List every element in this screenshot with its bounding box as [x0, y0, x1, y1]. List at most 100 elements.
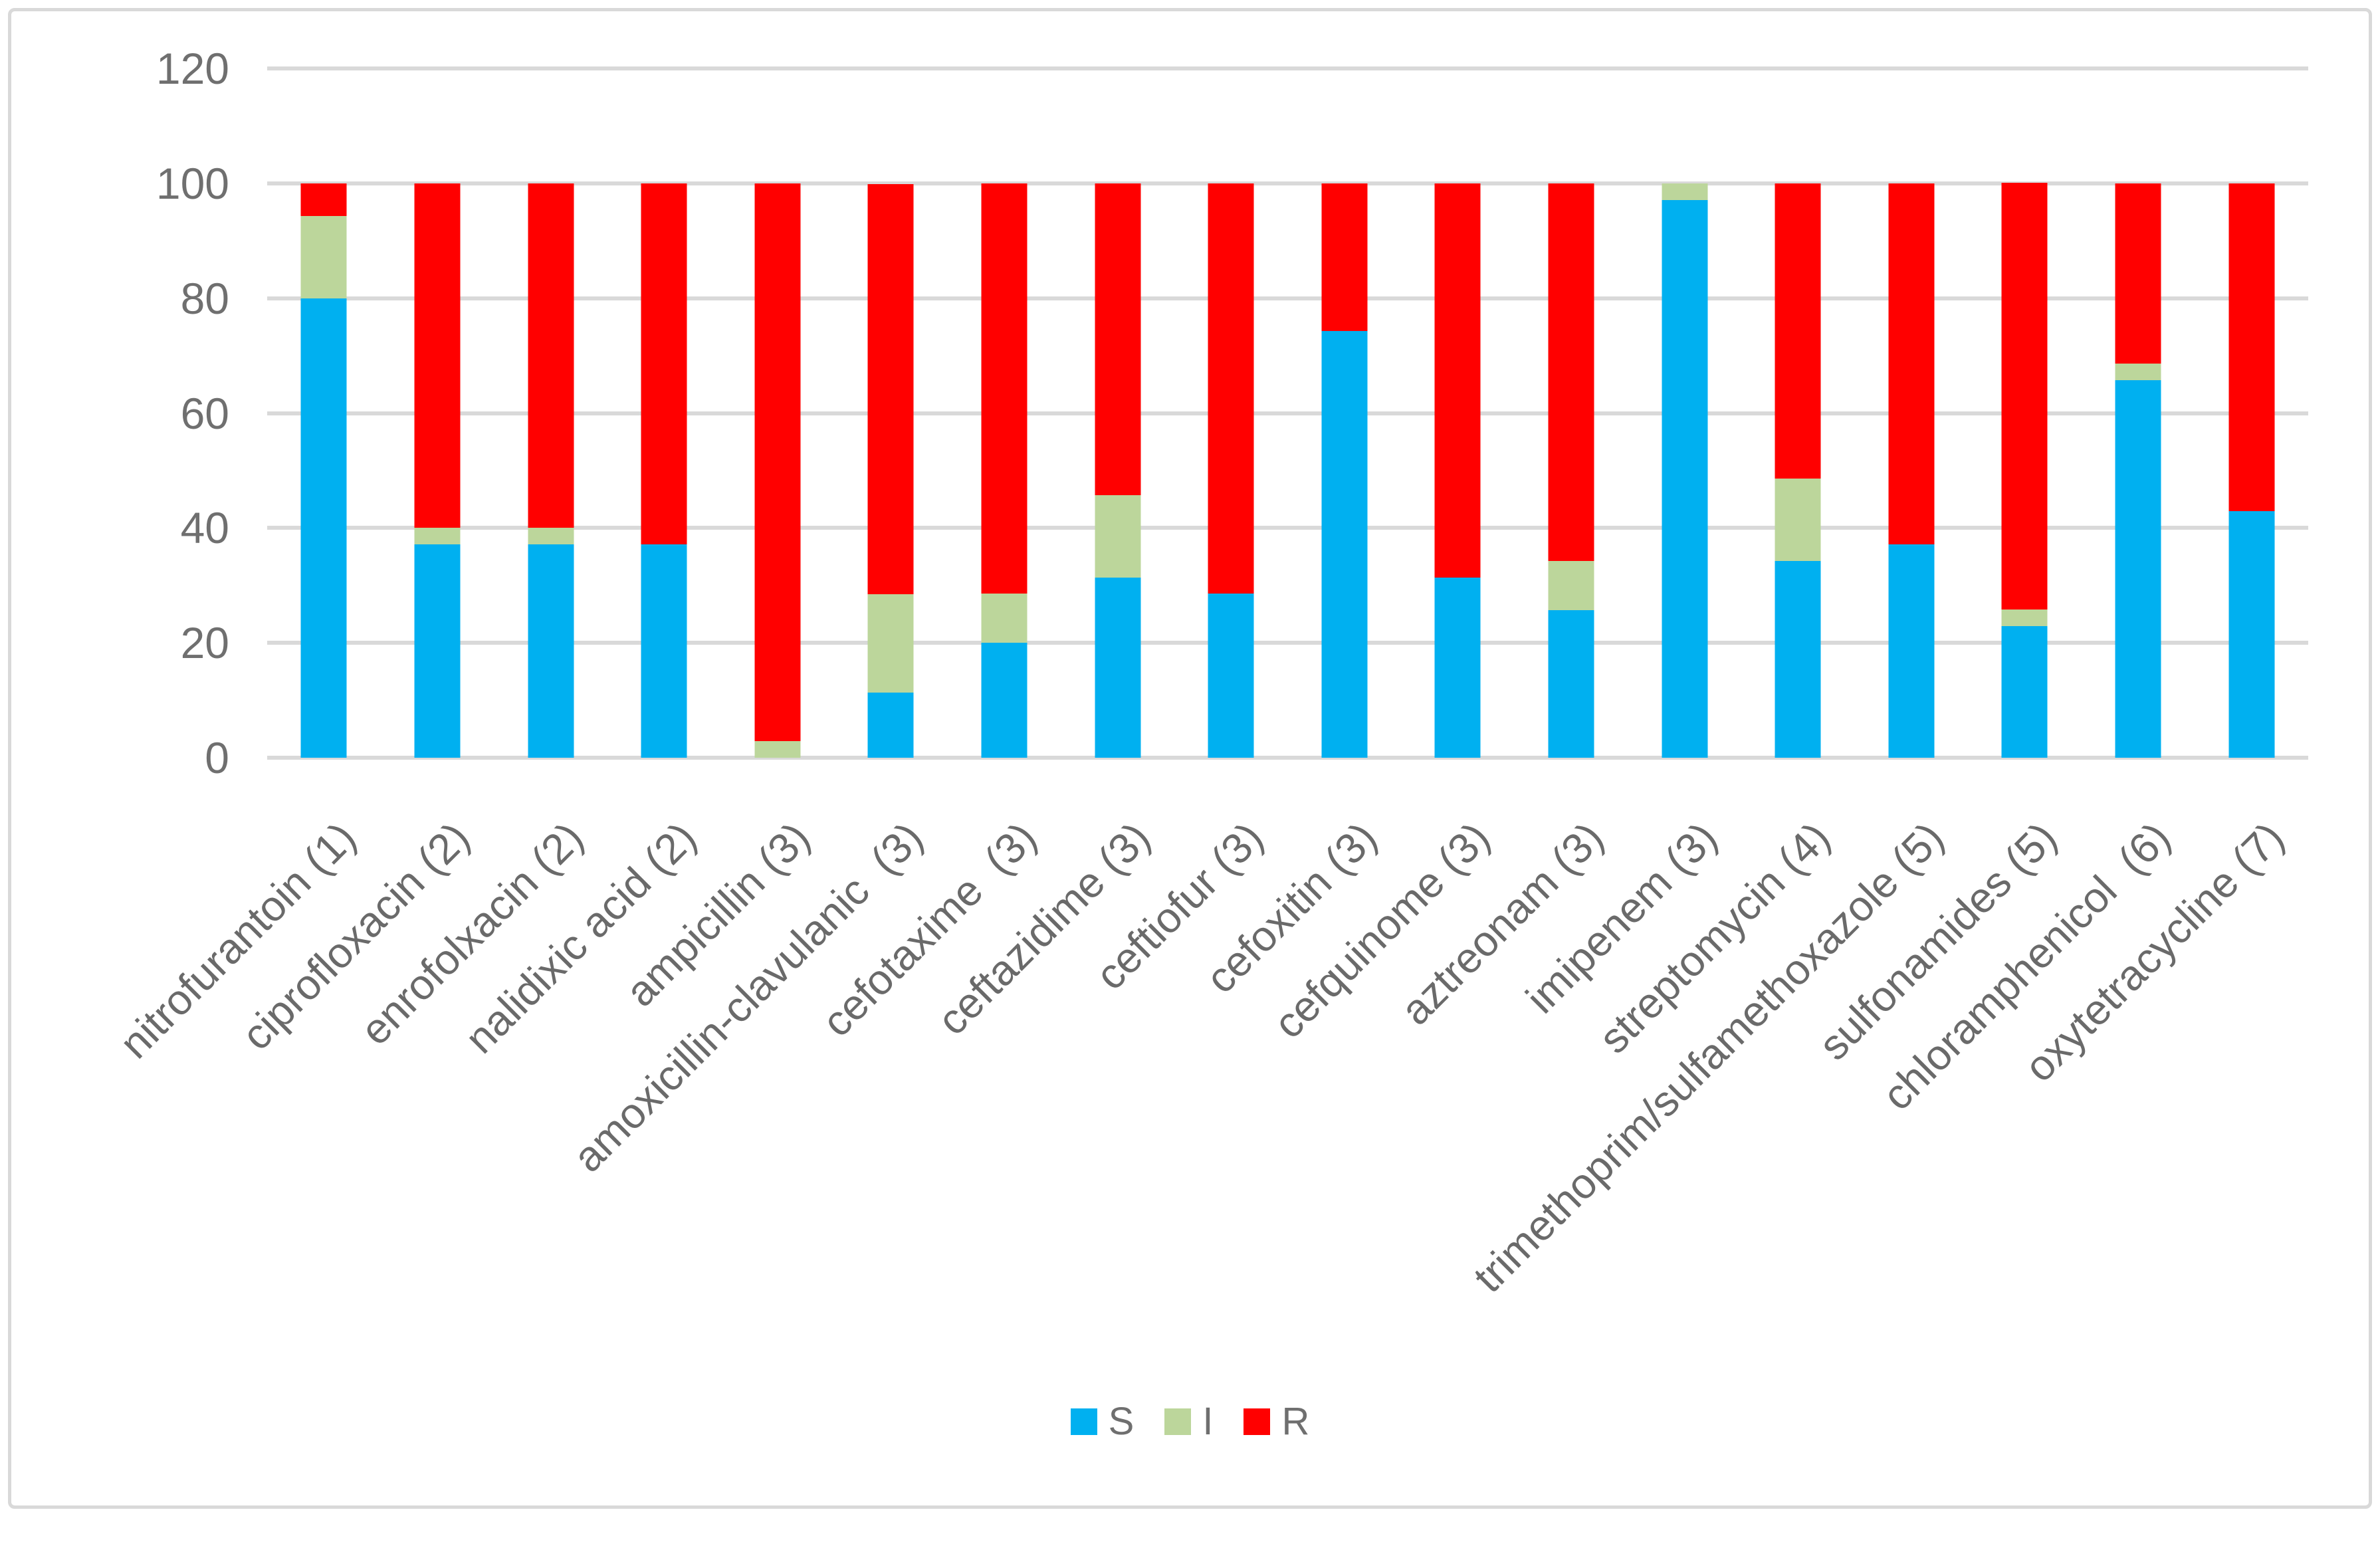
bar-segment-S: [528, 544, 574, 758]
bar-segment-I: [1775, 479, 1821, 561]
bar-segment-S: [2001, 626, 2048, 758]
legend-swatch-S: [1070, 1408, 1097, 1435]
bar-segment-I: [528, 528, 574, 545]
legend-swatch-I: [1164, 1408, 1192, 1435]
bar-segment-R: [1095, 183, 1141, 496]
legend-item-I: I: [1164, 1402, 1213, 1441]
stacked-bar: [641, 68, 687, 758]
y-tick-label-60: 60: [180, 388, 229, 438]
bar-segment-R: [528, 183, 574, 528]
bar-slot: [1401, 68, 1515, 758]
stacked-bar: [1095, 68, 1141, 758]
bar-slot: [1968, 68, 2082, 758]
legend-label-S: S: [1108, 1400, 1135, 1443]
bar-segment-R: [1775, 183, 1821, 479]
gridline-20: [267, 641, 2308, 645]
bar-slot: [494, 68, 607, 758]
bar-slot: [2195, 68, 2308, 758]
gridline-80: [267, 296, 2308, 300]
bar-segment-R: [1888, 183, 1935, 545]
bar-segment-S: [641, 544, 687, 758]
stacked-bar: [2001, 68, 2048, 758]
bars: [267, 68, 2308, 758]
bar-slot: [1855, 68, 1969, 758]
bar-slot: [1515, 68, 1628, 758]
bar-slot: [267, 68, 381, 758]
y-tick-label-0: 0: [205, 733, 229, 782]
y-tick-label-80: 80: [180, 273, 229, 323]
bar-segment-R: [754, 183, 801, 741]
bar-segment-I: [414, 528, 461, 545]
bar-segment-S: [1775, 560, 1821, 758]
stacked-bar: [1321, 68, 1368, 758]
bar-slot: [2082, 68, 2195, 758]
legend-item-R: R: [1244, 1402, 1309, 1441]
bar-segment-R: [1208, 183, 1254, 594]
bar-segment-I: [300, 216, 347, 298]
bar-slot: [1628, 68, 1741, 758]
bar-segment-R: [1321, 183, 1368, 331]
bar-segment-R: [1548, 183, 1594, 561]
bar-segment-I: [2115, 364, 2161, 381]
stacked-bar: [867, 68, 914, 758]
stacked-bar: [1888, 68, 1935, 758]
bar-segment-S: [2228, 511, 2275, 758]
bar-segment-R: [2115, 183, 2161, 364]
y-tick-label-40: 40: [180, 503, 229, 553]
bar-segment-I: [981, 593, 1028, 643]
bar-segment-S: [414, 544, 461, 758]
bar-segment-S: [1662, 199, 1708, 758]
bar-segment-S: [2115, 380, 2161, 758]
gridline-60: [267, 411, 2308, 415]
bar-slot: [720, 68, 834, 758]
legend-item-S: S: [1070, 1400, 1135, 1443]
stacked-bar: [1548, 68, 1594, 758]
bar-slot: [1174, 68, 1288, 758]
bar-slot: [1741, 68, 1855, 758]
bar-segment-R: [2228, 183, 2275, 512]
stacked-bar: [1775, 68, 1821, 758]
bar-slot: [1061, 68, 1174, 758]
legend-label-I: I: [1202, 1400, 1214, 1443]
bar-segment-I: [754, 740, 801, 758]
gridline-120: [267, 66, 2308, 70]
bar-segment-I: [2001, 610, 2048, 627]
stacked-bar: [981, 68, 1028, 758]
legend-swatch-R: [1244, 1408, 1271, 1435]
bar-slot: [948, 68, 1061, 758]
stacked-bar: [1434, 68, 1481, 758]
gridline-100: [267, 181, 2308, 185]
stacked-bar: [1208, 68, 1254, 758]
bar-segment-S: [1888, 544, 1935, 758]
y-tick-label-120: 120: [156, 44, 229, 93]
stacked-bar: [754, 68, 801, 758]
bar-segment-S: [867, 692, 914, 758]
bar-segment-I: [1548, 560, 1594, 610]
bar-segment-S: [300, 298, 347, 758]
bar-segment-R: [2001, 182, 2048, 610]
bar-segment-R: [414, 183, 461, 528]
bar-segment-R: [300, 183, 347, 217]
bar-segment-S: [1321, 330, 1368, 758]
plot-area: [267, 66, 2308, 760]
stacked-bar: [2228, 68, 2275, 758]
legend-label-R: R: [1281, 1400, 1310, 1443]
bar-segment-S: [981, 643, 1028, 758]
bar-segment-R: [1434, 183, 1481, 578]
stacked-bar: [414, 68, 461, 758]
bar-segment-I: [1095, 495, 1141, 578]
stacked-bar: [300, 68, 347, 758]
bar-segment-S: [1095, 577, 1141, 758]
bar-slot: [834, 68, 948, 758]
stacked-bar: [528, 68, 574, 758]
bar-segment-S: [1434, 577, 1481, 758]
bar-segment-I: [867, 594, 914, 693]
bar-slot: [607, 68, 721, 758]
bar-segment-R: [641, 183, 687, 545]
y-tick-label-100: 100: [156, 158, 229, 208]
bar-slot: [1288, 68, 1402, 758]
bar-segment-R: [867, 183, 914, 594]
bar-segment-R: [981, 183, 1028, 594]
stacked-bar: [1662, 68, 1708, 758]
y-tick-label-20: 20: [180, 618, 229, 668]
